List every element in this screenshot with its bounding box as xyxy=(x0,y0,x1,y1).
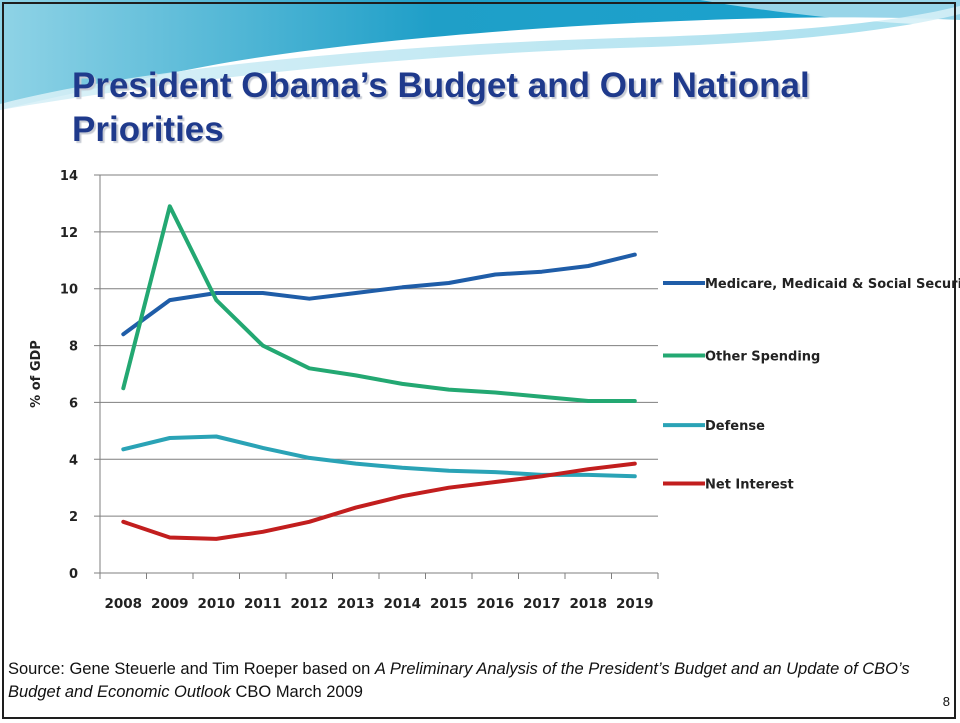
x-tick-label: 2008 xyxy=(104,596,142,612)
y-tick-label: 6 xyxy=(69,396,78,411)
y-tick-label: 10 xyxy=(60,283,78,298)
x-tick-label: 2013 xyxy=(337,596,375,612)
page-number: 8 xyxy=(942,694,950,709)
x-tick-label: 2016 xyxy=(476,596,514,612)
x-tick-label: 2017 xyxy=(523,596,561,612)
source-suffix: CBO March 2009 xyxy=(230,683,363,701)
header-swoosh xyxy=(0,0,960,110)
y-tick-label: 4 xyxy=(69,453,78,468)
x-tick-label: 2015 xyxy=(430,596,468,612)
slide-title: President Obama’s Budget and Our Nationa… xyxy=(72,66,810,149)
source-italic-title: A Preliminary Analysis of the President’… xyxy=(8,660,910,701)
x-tick-label: 2010 xyxy=(197,596,235,612)
x-tick-label: 2011 xyxy=(244,596,282,612)
series-line-3 xyxy=(121,461,637,541)
y-tick-label: 2 xyxy=(69,510,78,525)
source-prefix: Source: Gene Steuerle and Tim Roeper bas… xyxy=(8,660,375,678)
y-axis-label: % of GDP xyxy=(29,340,44,408)
y-tick-label: 14 xyxy=(60,169,78,184)
legend-label: Net Interest xyxy=(705,477,794,492)
y-tick-label: 8 xyxy=(69,340,78,355)
x-tick-label: 2018 xyxy=(569,596,607,612)
x-tick-label: 2009 xyxy=(151,596,189,612)
source-note: Source: Gene Steuerle and Tim Roeper bas… xyxy=(8,658,956,704)
y-tick-label: 12 xyxy=(60,226,78,241)
legend-label: Defense xyxy=(705,419,765,434)
legend-label: Medicare, Medicaid & Social Security xyxy=(705,277,960,292)
y-tick-label: 0 xyxy=(69,567,78,582)
series-line-1 xyxy=(121,204,637,403)
x-tick-label: 2014 xyxy=(383,596,421,612)
x-tick-label: 2012 xyxy=(290,596,328,612)
x-tick-label: 2019 xyxy=(616,596,654,612)
legend-label: Other Spending xyxy=(705,350,820,365)
series-line-0 xyxy=(121,252,637,337)
line-chart: 0 2 4 6 8 10 12 14 2008 2009 2010 2011 2012 2013 2014 2… xyxy=(29,169,960,612)
